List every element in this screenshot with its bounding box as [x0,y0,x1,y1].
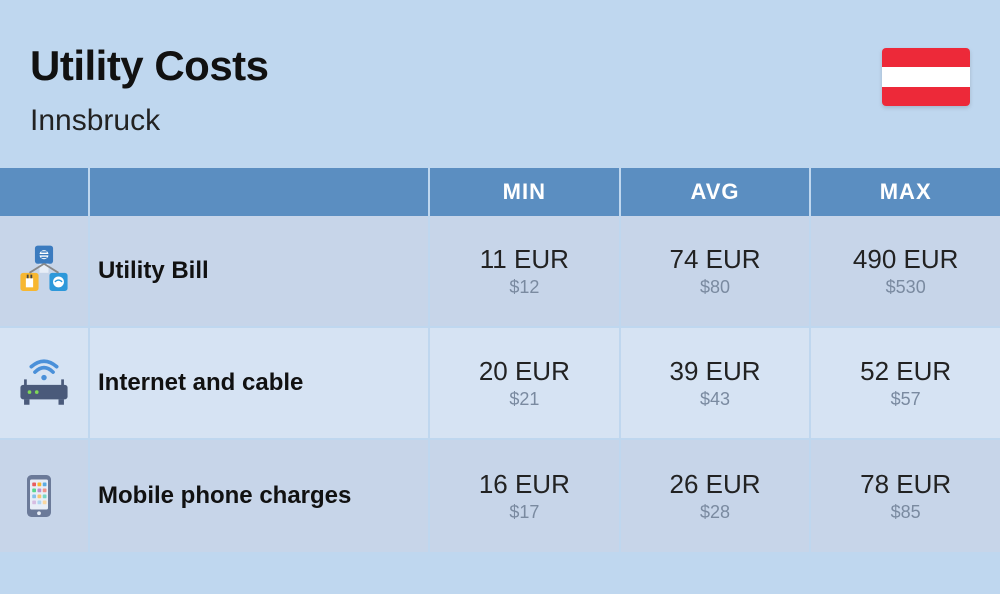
min-eur: 16 EUR [479,469,570,500]
cell-avg: 74 EUR $80 [621,216,812,326]
header: Utility Costs Innsbruck [0,0,1000,168]
cell-min: 20 EUR $21 [430,328,621,438]
min-eur: 11 EUR [480,244,569,275]
cell-icon [0,328,90,438]
phone-icon [15,467,73,525]
avg-eur: 39 EUR [669,356,760,387]
table-row: Utility Bill 11 EUR $12 74 EUR $80 490 E… [0,216,1000,328]
max-usd: $85 [891,502,921,523]
th-avg: AVG [621,168,812,216]
avg-eur: 74 EUR [669,244,760,275]
cell-max: 52 EUR $57 [811,328,1000,438]
cell-icon [0,440,90,552]
cell-max: 490 EUR $530 [811,216,1000,326]
th-min: MIN [430,168,621,216]
table-row: Mobile phone charges 16 EUR $17 26 EUR $… [0,440,1000,552]
cell-min: 16 EUR $17 [430,440,621,552]
avg-usd: $28 [700,502,730,523]
max-usd: $57 [891,389,921,410]
max-eur: 490 EUR [853,244,959,275]
cell-label: Mobile phone charges [90,440,430,552]
th-icon [0,168,90,216]
page-subtitle: Innsbruck [30,104,269,138]
cell-min: 11 EUR $12 [430,216,621,326]
th-max: MAX [811,168,1000,216]
cell-label: Utility Bill [90,216,430,326]
min-usd: $17 [509,502,539,523]
min-usd: $21 [509,389,539,410]
title-block: Utility Costs Innsbruck [30,42,269,138]
flag-stripe-bot [882,87,970,106]
max-eur: 78 EUR [860,469,951,500]
costs-table: MIN AVG MAX [0,168,1000,552]
cell-icon [0,216,90,326]
router-icon [15,354,73,412]
utility-icon [15,242,73,300]
flag-stripe-top [882,48,970,67]
table-row: Internet and cable 20 EUR $21 39 EUR $43… [0,328,1000,440]
flag-stripe-mid [882,67,970,86]
austria-flag-icon [882,48,970,106]
max-usd: $530 [886,277,926,298]
avg-usd: $43 [700,389,730,410]
th-label [90,168,430,216]
avg-eur: 26 EUR [669,469,760,500]
page-title: Utility Costs [30,42,269,90]
cell-max: 78 EUR $85 [811,440,1000,552]
cell-avg: 26 EUR $28 [621,440,812,552]
cell-avg: 39 EUR $43 [621,328,812,438]
min-usd: $12 [509,277,539,298]
max-eur: 52 EUR [860,356,951,387]
min-eur: 20 EUR [479,356,570,387]
cell-label: Internet and cable [90,328,430,438]
avg-usd: $80 [700,277,730,298]
table-header-row: MIN AVG MAX [0,168,1000,216]
